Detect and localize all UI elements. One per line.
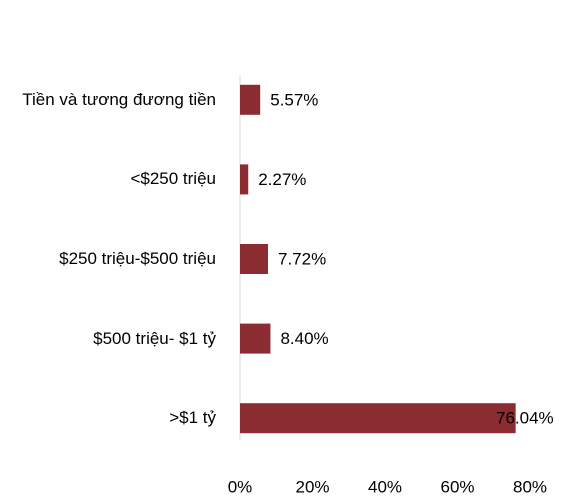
x-tick-label: 0% bbox=[228, 477, 253, 496]
category-text: <$250 triệu bbox=[130, 169, 216, 189]
x-tick-label: 80% bbox=[513, 477, 547, 496]
data-label: 76.04% bbox=[496, 409, 554, 428]
category-text: Tiền và tương đương tiền bbox=[22, 89, 216, 109]
bar bbox=[240, 84, 261, 115]
data-label: 5.57% bbox=[270, 90, 318, 109]
category-label: Tiền và tương đương tiền bbox=[1, 89, 216, 111]
category-text: $500 triệu- $1 tỷ bbox=[93, 328, 216, 348]
data-label: 8.40% bbox=[280, 329, 328, 348]
category-label: >$1 tỷ bbox=[1, 407, 216, 429]
x-tick-label: 40% bbox=[368, 477, 402, 496]
bar bbox=[240, 323, 271, 354]
bar bbox=[240, 244, 268, 274]
data-label: 2.27% bbox=[258, 170, 306, 189]
bar bbox=[240, 403, 516, 434]
bar bbox=[240, 164, 249, 195]
category-label: <$250 triệu bbox=[1, 168, 216, 190]
category-text: $250 triệu-$500 triệu bbox=[59, 249, 216, 268]
x-tick-label: 60% bbox=[440, 477, 474, 496]
category-label: $500 triệu- $1 tỷ bbox=[1, 328, 216, 350]
category-label: $250 triệu-$500 triệu bbox=[1, 248, 216, 270]
data-label: 7.72% bbox=[278, 249, 326, 268]
category-text: >$1 tỷ bbox=[169, 408, 216, 428]
x-tick-label: 20% bbox=[295, 477, 329, 496]
